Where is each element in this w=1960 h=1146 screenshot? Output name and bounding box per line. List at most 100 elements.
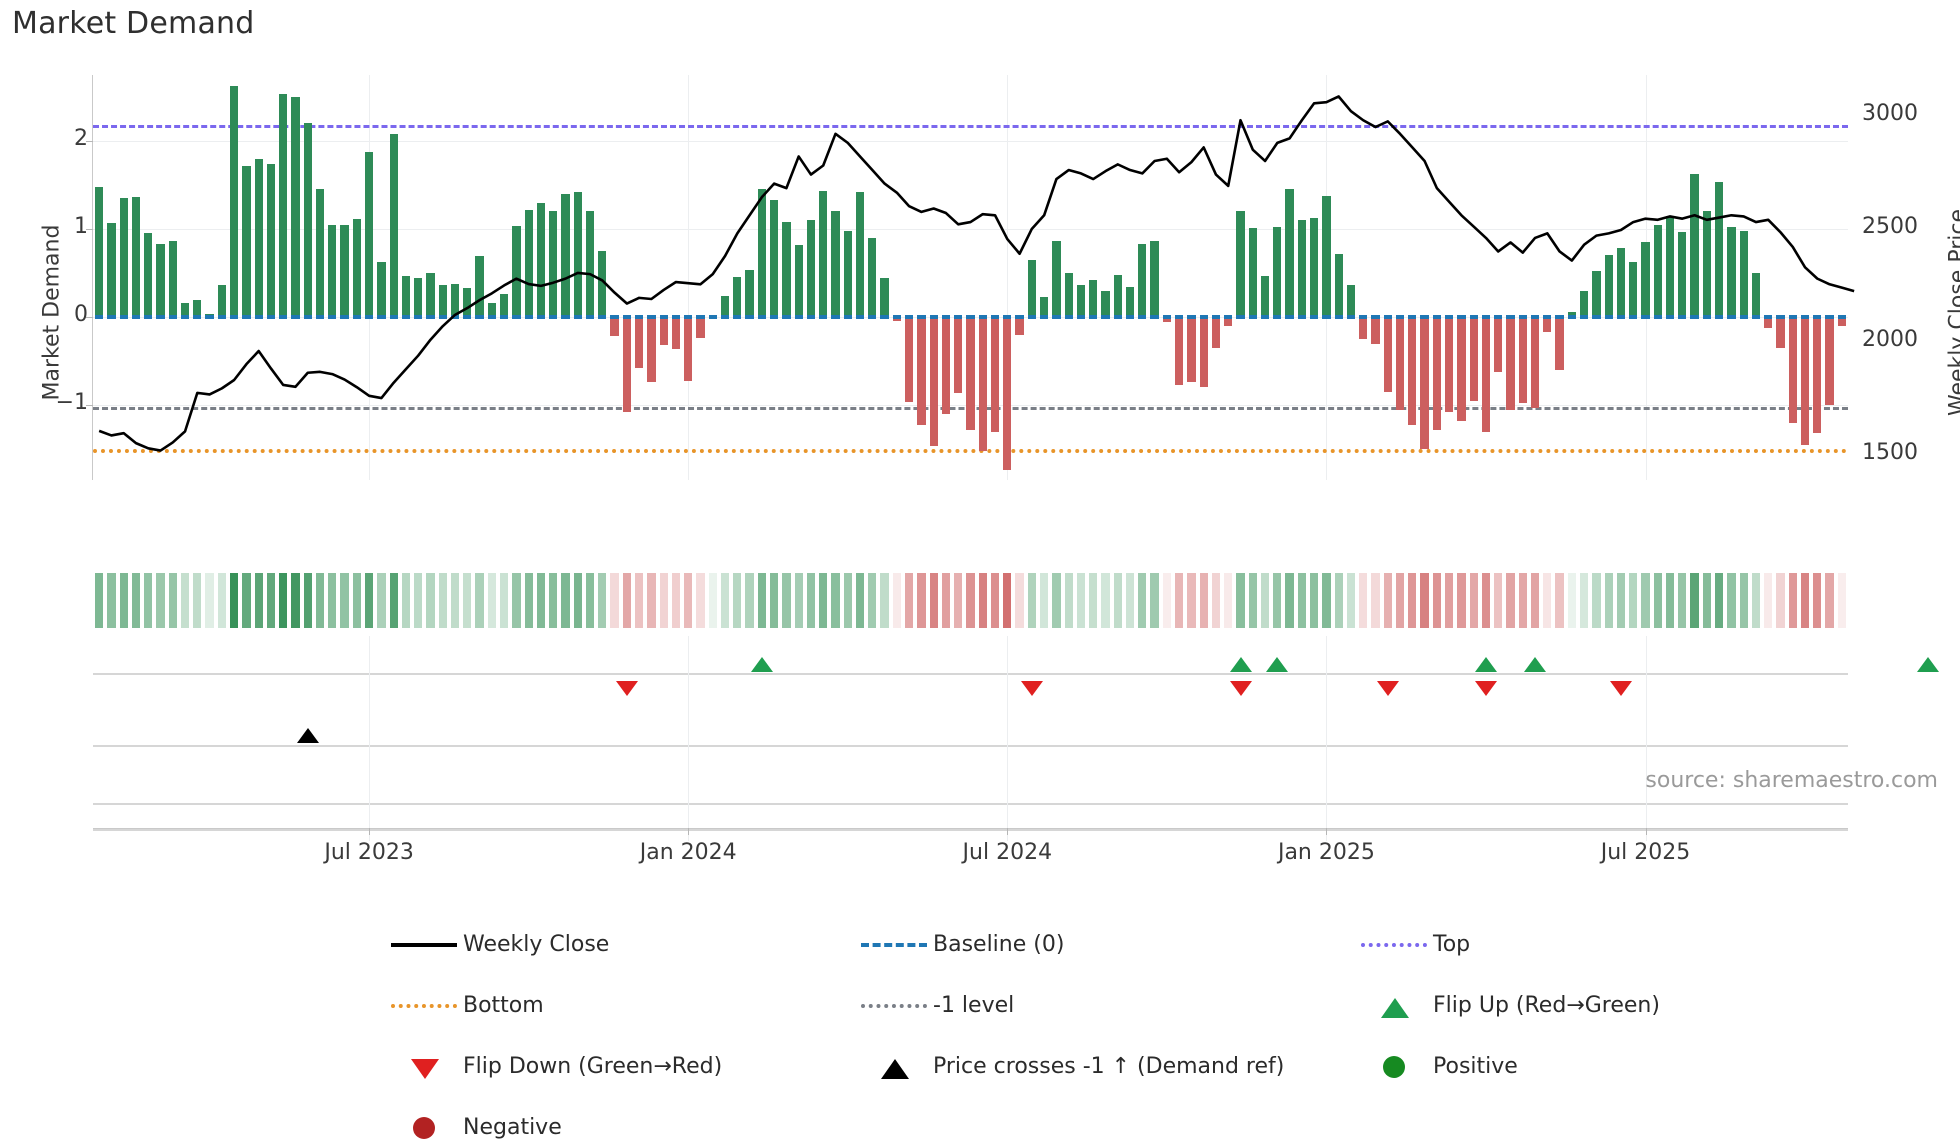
legend-column: Baseline (0) -1 level Price crosses -1 ↑ (…: [855, 925, 1284, 1085]
heatmap-cell: [1654, 573, 1662, 628]
legend-item[interactable]: Bottom: [385, 986, 722, 1024]
x-axis-tick-label: Jan 2024: [640, 840, 737, 865]
heatmap-cell: [463, 573, 471, 628]
heatmap-cell: [979, 573, 987, 628]
heatmap-cell: [377, 573, 385, 628]
heatmap-cell: [1519, 573, 1527, 628]
heatmap-cell: [770, 573, 778, 628]
heatmap-cell: [1641, 573, 1649, 628]
heatmap-cell: [267, 573, 275, 628]
heatmap-cell: [1150, 573, 1158, 628]
heatmap-cell: [1261, 573, 1269, 628]
heatmap-cell: [365, 573, 373, 628]
heatmap-cell: [1555, 573, 1563, 628]
dotted-line-gray-icon: [855, 986, 933, 1024]
legend-item[interactable]: Weekly Close: [385, 925, 722, 963]
heatmap-cell: [402, 573, 410, 628]
heatmap-cell: [795, 573, 803, 628]
weekly-close-line: [93, 75, 1848, 480]
legend-item[interactable]: Flip Down (Green→Red): [385, 1047, 722, 1085]
heatmap-cell: [782, 573, 790, 628]
heatmap-cell: [500, 573, 508, 628]
heatmap-cell: [1752, 573, 1760, 628]
heatmap-cell: [1433, 573, 1441, 628]
flip-down-marker-icon: [1610, 681, 1632, 696]
heatmap-cell: [991, 573, 999, 628]
heatmap-cell: [181, 573, 189, 628]
legend-item[interactable]: -1 level: [855, 986, 1284, 1024]
heatmap-cell: [218, 573, 226, 628]
heatmap-cell: [1605, 573, 1613, 628]
legend-item[interactable]: Price crosses -1 ↑ (Demand ref): [855, 1047, 1284, 1085]
heatmap-cell: [390, 573, 398, 628]
y-left-tickmark: [86, 317, 93, 318]
marker-row-rule: [93, 673, 1848, 675]
heatmap-cell: [1040, 573, 1048, 628]
legend-item[interactable]: Positive: [1355, 1047, 1660, 1085]
heatmap-cell: [95, 573, 103, 628]
heatmap-cell: [880, 573, 888, 628]
flip-down-marker-icon: [1377, 681, 1399, 696]
heatmap-cell: [1335, 573, 1343, 628]
heatmap-cell: [1703, 573, 1711, 628]
y-left-tick-label: −1: [28, 390, 88, 415]
flip-down-marker-icon: [1021, 681, 1043, 696]
heatmap-cell: [1482, 573, 1490, 628]
heatmap-cell: [893, 573, 901, 628]
legend-item[interactable]: Flip Up (Red→Green): [1355, 986, 1660, 1024]
heatmap-cell: [647, 573, 655, 628]
legend-item[interactable]: Top: [1355, 925, 1660, 963]
legend-item-label: Flip Up (Red→Green): [1433, 993, 1660, 1018]
heatmap-cell: [1789, 573, 1797, 628]
flip-up-marker-icon: [1475, 657, 1497, 672]
y-left-tick-label: 0: [28, 302, 88, 327]
heatmap-cell: [684, 573, 692, 628]
heatmap-cell: [1015, 573, 1023, 628]
heatmap-cell: [1065, 573, 1073, 628]
heatmap-cell: [1347, 573, 1355, 628]
heatmap-cell: [966, 573, 974, 628]
heatmap-cell: [1666, 573, 1674, 628]
heatmap-cell: [1384, 573, 1392, 628]
heatmap-cell: [132, 573, 140, 628]
main-plot-area: [93, 75, 1848, 480]
heatmap-cell: [120, 573, 128, 628]
heatmap-cell: [1531, 573, 1539, 628]
legend-item[interactable]: Negative: [385, 1108, 722, 1146]
circle-dark-red-icon: [385, 1108, 463, 1146]
y-left-tick-label: 1: [28, 214, 88, 239]
heatmap-cell: [1200, 573, 1208, 628]
x-axis-tick-label: Jul 2024: [963, 840, 1053, 865]
heatmap-cell: [586, 573, 594, 628]
y-right-tick-label: 3000: [1862, 101, 1952, 126]
heatmap-cell: [1187, 573, 1195, 628]
legend-item-label: Bottom: [463, 993, 544, 1018]
heatmap-cell: [1776, 573, 1784, 628]
v-gridline: [1007, 636, 1008, 841]
heatmap-cell: [107, 573, 115, 628]
x-tickmark: [1007, 828, 1008, 835]
heatmap-cell: [1175, 573, 1183, 628]
heatmap-cell: [1568, 573, 1576, 628]
x-axis-tick-label: Jul 2023: [324, 840, 414, 865]
heatmap-cell: [831, 573, 839, 628]
v-gridline: [688, 636, 689, 841]
heatmap-cell: [340, 573, 348, 628]
heatmap-cell: [242, 573, 250, 628]
heatmap-cell: [807, 573, 815, 628]
y-right-tick-label: 2000: [1862, 327, 1952, 352]
heatmap-cell: [328, 573, 336, 628]
heatmap-cell: [696, 573, 704, 628]
heatmap-cell: [1825, 573, 1833, 628]
chart-root: Market Demand Market Demand Weekly Close…: [0, 0, 1960, 1102]
heatmap-cell: [1077, 573, 1085, 628]
legend-item[interactable]: Baseline (0): [855, 925, 1284, 963]
heatmap-cell: [414, 573, 422, 628]
heatmap-cell: [1727, 573, 1735, 628]
heatmap-cell: [905, 573, 913, 628]
heatmap-cell: [1322, 573, 1330, 628]
heatmap-cell: [1457, 573, 1465, 628]
legend-column: Weekly Close Bottom Flip Down (Green→Red) N…: [385, 925, 722, 1146]
heatmap-cell: [475, 573, 483, 628]
heatmap-cell: [561, 573, 569, 628]
